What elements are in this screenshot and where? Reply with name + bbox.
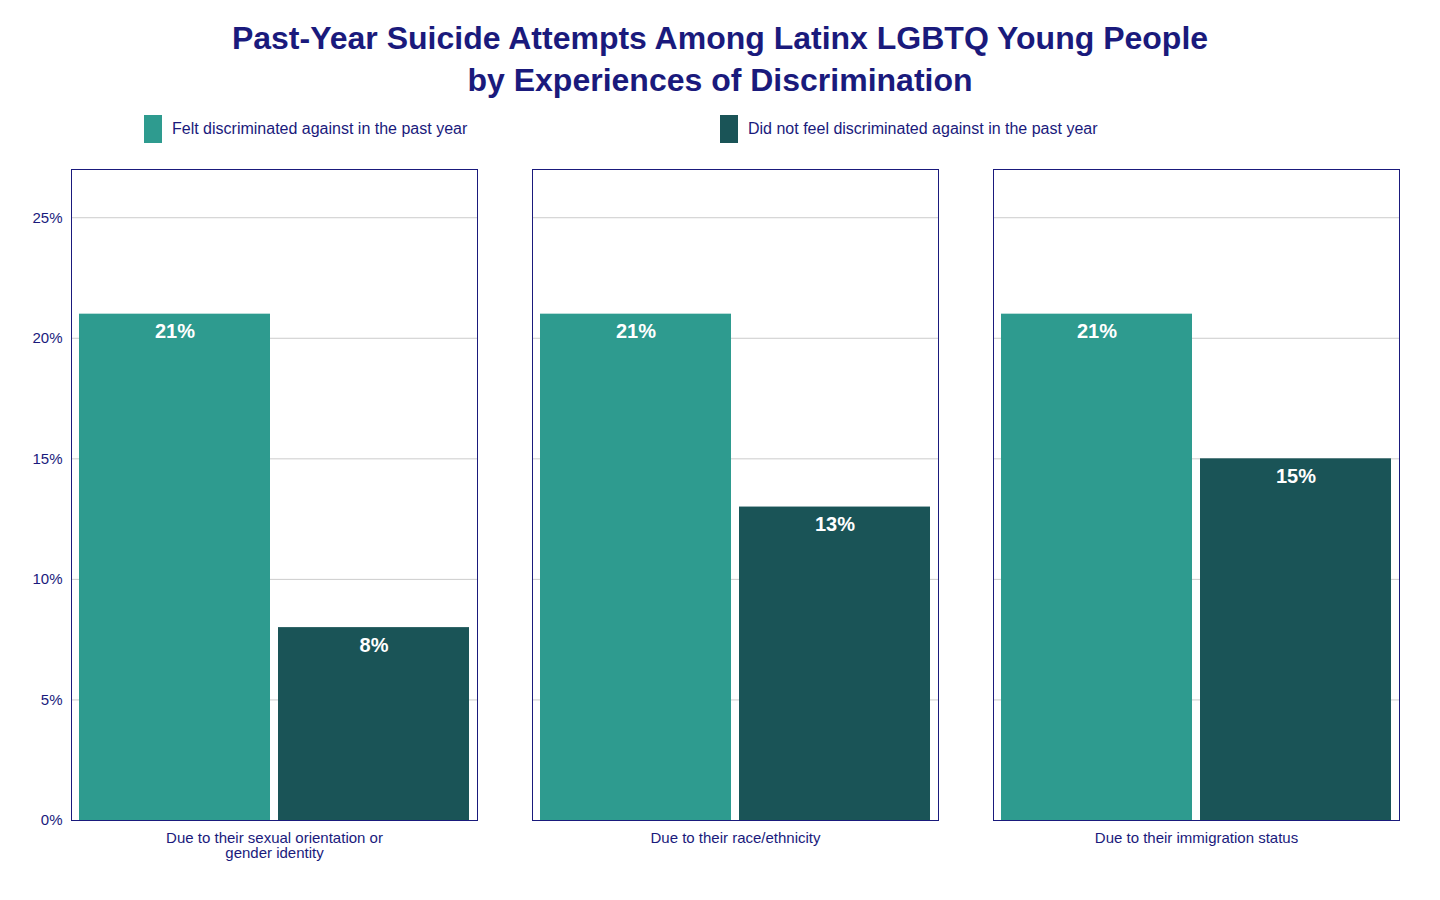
svg-text:20%: 20% bbox=[32, 329, 62, 346]
svg-text:Due to their race/ethnicity: Due to their race/ethnicity bbox=[650, 829, 821, 846]
svg-text:8%: 8% bbox=[360, 634, 389, 656]
svg-text:Due to their sexual orientatio: Due to their sexual orientation orgender… bbox=[166, 829, 383, 861]
svg-text:13%: 13% bbox=[815, 513, 855, 535]
svg-text:15%: 15% bbox=[1276, 465, 1316, 487]
svg-text:21%: 21% bbox=[155, 321, 195, 343]
html-text:Felt discriminated against in: Felt discriminated against in the past y… bbox=[172, 120, 468, 138]
svg-text:10%: 10% bbox=[32, 570, 62, 587]
html-text:by Experiences of Discriminati: by Experiences of Discrimination bbox=[467, 61, 973, 98]
html-text:Did not feel discriminated aga: Did not feel discriminated against in th… bbox=[748, 120, 1098, 138]
svg-text:Due to their immigration statu: Due to their immigration status bbox=[1095, 829, 1298, 846]
svg-text:0%: 0% bbox=[41, 811, 63, 828]
html-text:Past-Year Suicide Attempts Amo: Past-Year Suicide Attempts Among Latinx … bbox=[231, 20, 1209, 56]
svg-text:5%: 5% bbox=[41, 691, 63, 708]
svg-text:15%: 15% bbox=[32, 450, 62, 467]
svg-text:21%: 21% bbox=[616, 321, 656, 343]
svg-text:21%: 21% bbox=[1077, 321, 1117, 343]
svg-text:25%: 25% bbox=[32, 209, 62, 226]
